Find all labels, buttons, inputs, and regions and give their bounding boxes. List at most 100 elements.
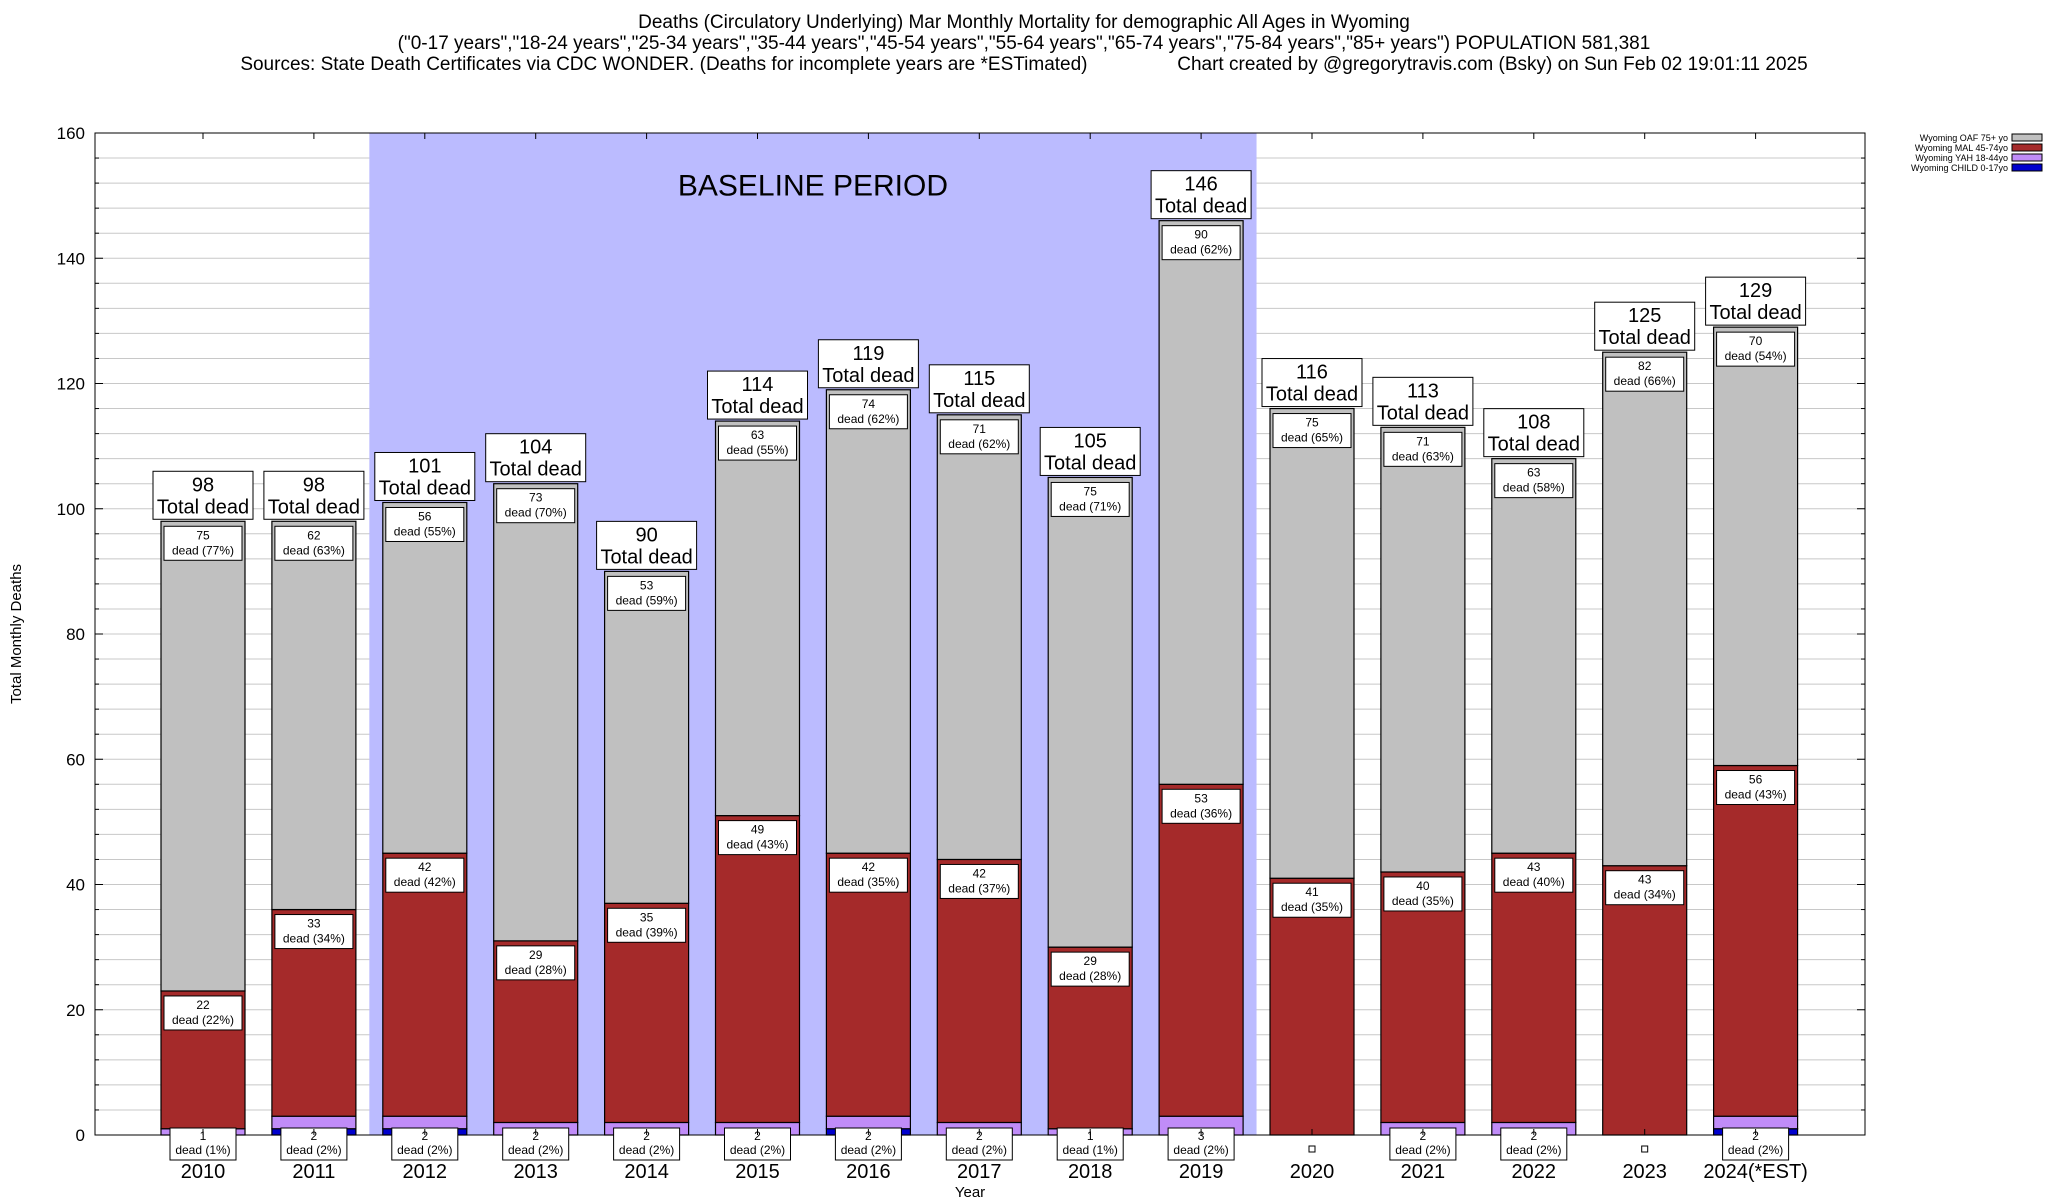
x-tick-label: 2012 [403, 1161, 448, 1183]
x-tick-label: 2020 [1290, 1161, 1335, 1183]
bar-segment-mal [825, 852, 912, 1117]
legend-item-child: Wyoming CHILD 0-17yo [1911, 163, 2043, 173]
total-label-text: Total dead [157, 496, 249, 518]
total-label-box [928, 364, 1030, 414]
baseline-label: BASELINE PERIOD [678, 170, 948, 203]
x-tick-label: 2021 [1401, 1161, 1446, 1183]
legend-label: Wyoming OAF 75+ yo [1920, 133, 2008, 143]
x-tick-label: 2022 [1512, 1161, 1557, 1183]
bar-segment-oaf [160, 520, 246, 992]
y-tick-label: 160 [57, 124, 85, 143]
total-label-text: Total dead [933, 390, 1025, 412]
bar-segment-mal [1712, 764, 1799, 1117]
mal-value-label-text: 42 [973, 866, 987, 880]
mal-value-label-text: dead (43%) [726, 838, 788, 852]
yah-value-label-text: 2 [1420, 1129, 1427, 1143]
yah-value-label-text: dead (2%) [1395, 1143, 1450, 1157]
yah-value-label-text: dead (1%) [175, 1143, 230, 1157]
y-tick-label: 80 [66, 625, 85, 644]
oaf-value-label-box [718, 425, 797, 461]
yah-value-label-text: dead (2%) [730, 1143, 785, 1157]
total-label-box [485, 433, 587, 483]
total-label-text: 108 [1517, 412, 1550, 434]
oaf-value-label-box [496, 488, 576, 524]
mal-value-label-text: dead (40%) [1503, 875, 1565, 889]
mal-value-label-text: dead (36%) [1170, 806, 1232, 820]
mal-value-label-box [1605, 870, 1685, 906]
total-label-text: 98 [303, 474, 325, 496]
oaf-value-label-text: 74 [862, 397, 876, 411]
y-tick-label: 100 [57, 500, 85, 519]
bar-segment-mal [1602, 865, 1688, 1136]
total-label-text: 113 [1407, 380, 1439, 402]
x-tick-label: 2018 [1068, 1161, 1113, 1183]
total-label-box [596, 520, 698, 570]
mal-value-label-text: 29 [1084, 954, 1098, 968]
bars [160, 220, 1799, 1136]
total-label-text: Total dead [600, 546, 692, 568]
mal-value-label-text: dead (34%) [283, 932, 345, 946]
total-label-text: 119 [852, 343, 884, 365]
total-label-text: 129 [1739, 280, 1772, 302]
bar-segment-oaf [1269, 407, 1355, 879]
mal-value-label-text: dead (22%) [172, 1013, 234, 1027]
mal-value-label-box [607, 907, 687, 943]
yah-value-label-text: dead (1%) [1063, 1143, 1118, 1157]
mal-value-label-box [274, 914, 354, 950]
mal-value-label-text: dead (34%) [1614, 888, 1676, 902]
total-label-box [1372, 376, 1474, 426]
mal-value-label-text: 35 [640, 910, 654, 924]
mal-value-label-box [1161, 788, 1241, 824]
mal-value-label-text: 42 [862, 860, 876, 874]
yah-value-label-text: dead (2%) [1506, 1143, 1561, 1157]
yah-value-label-text: 1 [1087, 1129, 1094, 1143]
mal-value-label-box [1716, 770, 1796, 806]
bar-segment-mal [714, 815, 801, 1124]
oaf-value-label-box [1494, 463, 1574, 499]
bar-segment-oaf [1380, 426, 1466, 873]
legend-swatch [2011, 163, 2043, 172]
bar-segment-oaf [714, 420, 801, 817]
total-label-box [707, 370, 808, 420]
yah-value-label-text: 2 [532, 1129, 539, 1143]
mal-value-label-box [939, 863, 1019, 899]
mal-value-label-text: dead (42%) [394, 875, 456, 889]
mal-value-label-text: dead (37%) [948, 881, 1010, 895]
oaf-value-label-text: 63 [751, 428, 765, 442]
total-label-text: Total dead [1709, 302, 1801, 324]
total-label-box [1261, 358, 1363, 408]
yah-value-label-text: 2 [754, 1129, 761, 1143]
mal-value-label-box [1383, 876, 1463, 912]
yah-value-label-text: dead (2%) [397, 1143, 452, 1157]
oaf-value-label-text: dead (59%) [616, 593, 678, 607]
oaf-value-label-box [939, 419, 1019, 455]
oaf-value-label-box [1161, 225, 1241, 261]
oaf-value-label-text: 71 [1416, 434, 1430, 448]
oaf-value-label-text: dead (65%) [1281, 431, 1343, 445]
oaf-value-label-text: 53 [640, 578, 654, 592]
mal-value-label-box [496, 945, 576, 981]
yah-value-label-text: 2 [976, 1129, 983, 1143]
oaf-value-label-box [828, 394, 908, 430]
total-label-text: 105 [1074, 430, 1107, 452]
bar-segment-oaf [936, 414, 1022, 861]
total-label-text: 125 [1628, 305, 1661, 327]
bar-segment-mal [1269, 877, 1355, 1136]
